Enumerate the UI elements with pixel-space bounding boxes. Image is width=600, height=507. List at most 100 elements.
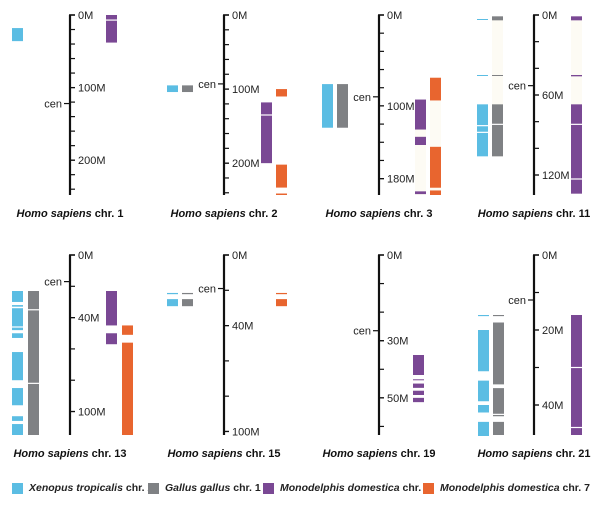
synteny-block-monodelphis4	[415, 99, 426, 130]
tick-label: 120M	[542, 170, 570, 182]
centromere-label: cen	[353, 326, 371, 338]
legend: Xenopus tropicalis chr. 2 Gallus gallus …	[0, 482, 600, 502]
synteny-block-xenopus	[478, 315, 489, 317]
synteny-block-xenopus	[478, 435, 489, 436]
centromere-label: cen	[198, 79, 216, 91]
synteny-block-monodelphis7	[122, 325, 133, 335]
synteny-block-monodelphis4	[415, 191, 426, 195]
track-gap	[430, 77, 441, 195]
legend-swatch-gallus	[148, 482, 159, 494]
synteny-block-monodelphis4	[413, 397, 424, 403]
tick-label: 100M	[387, 101, 415, 113]
legend-item-monodelphis-7: Monodelphis domestica chr. 7	[423, 482, 590, 494]
synteny-block-monodelphis7	[430, 190, 441, 195]
synteny-block-monodelphis4	[413, 390, 424, 395]
legend-item-monodelphis-4: Monodelphis domestica chr. 4	[263, 482, 430, 494]
panel-title: Homo sapiens chr. 13	[13, 448, 126, 460]
synteny-block-xenopus	[12, 333, 23, 338]
synteny-block-xenopus	[477, 19, 488, 20]
synteny-block-xenopus	[478, 330, 489, 372]
panel-title: Homo sapiens chr. 2	[171, 208, 278, 220]
synteny-block-monodelphis4	[106, 291, 117, 326]
legend-chr: chr. 1	[230, 482, 261, 494]
legend-species: Gallus gallus	[165, 482, 231, 494]
synteny-block-monodelphis4	[413, 383, 424, 388]
synteny-block-xenopus	[12, 424, 23, 435]
tick-label: 30M	[387, 336, 408, 348]
tick-label: 200M	[78, 155, 106, 167]
legend-chr: chr. 7	[559, 482, 590, 494]
tick-label: 0M	[232, 10, 247, 22]
synteny-block-xenopus	[478, 380, 489, 402]
tick-label: 0M	[78, 250, 93, 262]
synteny-block-xenopus	[477, 75, 488, 76]
synteny-block-gallus	[182, 85, 193, 93]
legend-swatch-xenopus	[12, 482, 23, 494]
synteny-block-monodelphis4	[571, 75, 582, 77]
panel-title: Homo sapiens chr. 3	[326, 208, 433, 220]
legend-item-gallus: Gallus gallus chr. 1	[148, 482, 261, 494]
synteny-block-gallus	[493, 315, 504, 317]
tick-label: 40M	[78, 313, 99, 325]
panel-title: Homo sapiens chr. 1	[17, 208, 124, 220]
centromere-label: cen	[44, 277, 62, 289]
tick-label: 0M	[232, 250, 247, 262]
track-gap	[492, 16, 503, 157]
synteny-block-monodelphis7	[276, 299, 287, 307]
tick-label: 0M	[387, 10, 402, 22]
track-gap	[415, 99, 426, 195]
legend-swatch-monodelphis-7	[423, 482, 434, 494]
synteny-block-monodelphis4	[571, 315, 582, 435]
centromere-label: cen	[353, 92, 371, 104]
panel-title: Homo sapiens chr. 21	[477, 448, 590, 460]
tick-label: 0M	[542, 10, 557, 22]
synteny-block-monodelphis7	[276, 193, 287, 195]
synteny-block-gallus	[492, 75, 503, 76]
synteny-block-gallus	[28, 291, 39, 435]
tick-label: 200M	[232, 158, 260, 170]
synteny-block-monodelphis4	[106, 333, 117, 345]
synteny-block-xenopus	[12, 388, 23, 406]
synteny-block-monodelphis4	[261, 102, 272, 164]
panel-title: Homo sapiens chr. 19	[322, 448, 435, 460]
tick-label: 180M	[387, 174, 415, 186]
synteny-block-gallus	[492, 104, 503, 157]
tick-label: 100M	[78, 407, 106, 419]
legend-item-xenopus: Xenopus tropicalis chr. 2	[12, 482, 153, 494]
tick-label: 20M	[542, 325, 563, 337]
tick-label: 0M	[78, 10, 93, 22]
synteny-block-monodelphis4	[571, 104, 582, 194]
synteny-block-xenopus	[478, 421, 489, 435]
tick-label: 40M	[542, 400, 563, 412]
legend-chr: chr. 2	[122, 482, 154, 494]
tick-label: 100M	[232, 426, 260, 438]
synteny-block-gallus	[493, 388, 504, 417]
synteny-block-gallus	[182, 292, 193, 295]
synteny-block-monodelphis4	[415, 136, 426, 145]
synteny-block-gallus	[492, 16, 503, 21]
synteny-block-monodelphis7	[276, 164, 287, 188]
tick-label: 0M	[542, 250, 557, 262]
synteny-block-xenopus	[12, 28, 23, 42]
synteny-block-xenopus	[167, 292, 178, 295]
centromere-label: cen	[508, 295, 526, 307]
centromere-label: cen	[198, 284, 216, 296]
centromere-label: cen	[44, 99, 62, 111]
panel-title: Homo sapiens chr. 15	[167, 448, 280, 460]
synteny-block-monodelphis7	[122, 342, 133, 435]
synteny-block-gallus	[182, 299, 193, 307]
synteny-block-gallus	[337, 84, 348, 128]
tick-label: 0M	[387, 250, 402, 262]
synteny-block-xenopus	[478, 405, 489, 413]
synteny-block-xenopus	[12, 291, 23, 302]
tick-label: 50M	[387, 393, 408, 405]
synteny-block-xenopus	[477, 104, 488, 157]
synteny-block-monodelphis4	[571, 16, 582, 21]
synteny-block-monodelphis7	[276, 89, 287, 97]
tick-label: 40M	[232, 321, 253, 333]
tick-label: 100M	[78, 83, 106, 95]
synteny-block-monodelphis7	[276, 292, 287, 295]
synteny-block-gallus	[493, 421, 504, 435]
synteny-block-monodelphis7	[430, 146, 441, 188]
panel-title: Homo sapiens chr. 11	[478, 208, 591, 220]
